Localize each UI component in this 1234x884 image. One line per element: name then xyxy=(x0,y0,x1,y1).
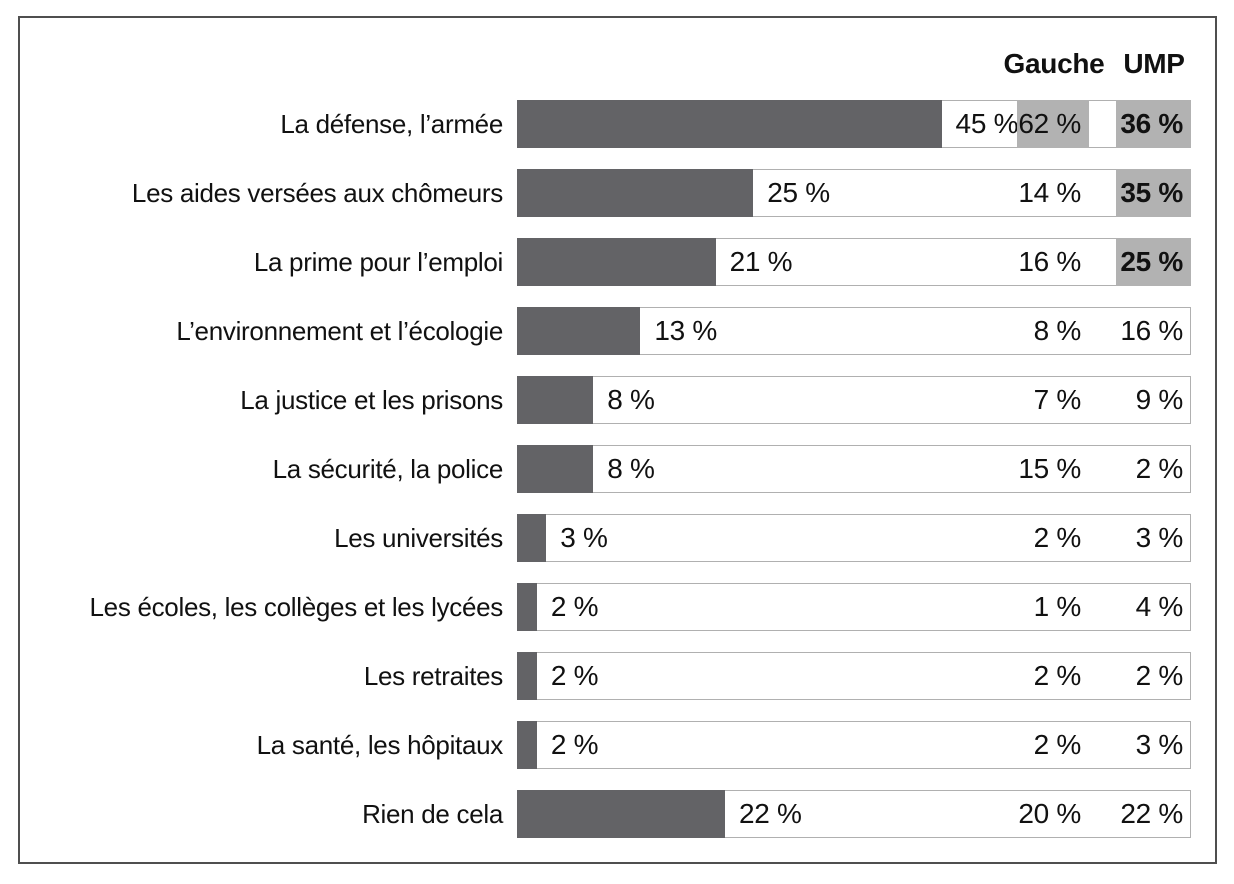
category-label: Les aides versées aux chômeurs xyxy=(131,178,503,208)
gauche-value-cell: 8 % xyxy=(1033,315,1082,346)
ump-value-cell: 9 % xyxy=(1135,384,1184,415)
total-bar xyxy=(517,652,537,700)
header-area: Gauche UMP xyxy=(517,44,1191,78)
gauche-value-cell: 16 % xyxy=(1018,246,1081,277)
category-label: Les retraites xyxy=(363,661,503,691)
ump-value-cell: 3 % xyxy=(1135,729,1184,760)
gauche-value-cell: 1 % xyxy=(1033,591,1082,622)
total-value-label: 13 % xyxy=(654,315,717,346)
chart-row: Les écoles, les collèges et les lycées 2 … xyxy=(20,583,1191,631)
bar-track: 22 % 20 % 22 % xyxy=(517,790,1191,838)
chart-row: La sécurité, la police 8 % 15 % 2 % xyxy=(20,445,1191,493)
chart-row: Les retraites 2 % 2 % 2 % xyxy=(20,652,1191,700)
gauche-value-cell: 7 % xyxy=(1033,384,1082,415)
category-label: La sécurité, la police xyxy=(272,454,504,484)
bar-track: 25 % 14 % 35 % xyxy=(517,169,1191,217)
column-header-gauche: Gauche xyxy=(1003,47,1105,79)
ump-value-cell: 2 % xyxy=(1135,660,1184,691)
bar-track: 45 % 62 % 36 % xyxy=(517,100,1191,148)
gauche-value-cell: 2 % xyxy=(1033,660,1082,691)
total-value-label: 21 % xyxy=(729,246,793,277)
ump-value-cell: 25 % xyxy=(1116,238,1191,286)
total-value-label: 2 % xyxy=(550,729,599,760)
category-label: La santé, les hôpitaux xyxy=(256,730,504,760)
total-value-label: 25 % xyxy=(767,177,830,208)
bar-track: 8 % 15 % 2 % xyxy=(517,445,1191,493)
total-bar xyxy=(517,376,594,424)
ump-value-cell: 36 % xyxy=(1116,100,1191,148)
gauche-value-cell: 2 % xyxy=(1033,522,1082,553)
total-value-label: 2 % xyxy=(550,591,599,622)
ump-value-cell: 2 % xyxy=(1135,453,1184,484)
category-label: Rien de cela xyxy=(362,799,503,829)
column-headers: Gauche UMP xyxy=(20,44,1215,78)
chart-row: La santé, les hôpitaux 2 % 2 % 3 % xyxy=(20,721,1191,769)
bar-track: 13 % 8 % 16 % xyxy=(517,307,1191,355)
total-value-label: 45 % xyxy=(955,108,1019,139)
category-label: La prime pour l’emploi xyxy=(253,247,503,277)
ump-value-cell: 3 % xyxy=(1135,522,1184,553)
category-label: La justice et les prisons xyxy=(240,385,503,415)
chart-row: L’environnement et l’écologie 13 % 8 % 16 % xyxy=(20,307,1191,355)
column-header-ump: UMP xyxy=(1123,47,1185,79)
total-value-label: 8 % xyxy=(607,384,655,415)
bar-track: 8 % 7 % 9 % xyxy=(517,376,1191,424)
category-label: Les écoles, les collèges et les lycées xyxy=(89,592,504,622)
chart-row: Les universités 3 % 2 % 3 % xyxy=(20,514,1191,562)
chart-row: La prime pour l’emploi 21 % 16 % 25 % xyxy=(20,238,1191,286)
ump-value-cell: 16 % xyxy=(1120,315,1183,346)
bar-track: 3 % 2 % 3 % xyxy=(517,514,1191,562)
total-bar xyxy=(517,445,594,493)
bar-track: 2 % 2 % 2 % xyxy=(517,652,1191,700)
total-bar xyxy=(517,100,942,148)
gauche-value-cell: 15 % xyxy=(1018,453,1081,484)
bar-track: 2 % 1 % 4 % xyxy=(517,583,1191,631)
total-value-label: 2 % xyxy=(550,660,599,691)
chart-frame: Gauche UMP La défense, l’armée 45 % 62 % 36… xyxy=(18,16,1217,864)
gauche-value-cell: 62 % xyxy=(1017,100,1089,148)
gauche-value-cell: 14 % xyxy=(1018,177,1081,208)
total-bar xyxy=(517,583,537,631)
total-bar xyxy=(517,514,547,562)
ump-value-cell: 35 % xyxy=(1116,169,1191,217)
total-bar xyxy=(517,721,537,769)
chart-row: La défense, l’armée 45 % 62 % 36 % xyxy=(20,100,1191,148)
total-bar xyxy=(517,307,641,355)
chart-row: Les aides versées aux chômeurs 25 % 14 % 35… xyxy=(20,169,1191,217)
chart-row: Rien de cela 22 % 20 % 22 % xyxy=(20,790,1191,838)
total-value-label: 22 % xyxy=(739,798,802,829)
category-label: Les universités xyxy=(334,523,503,553)
gauche-value-cell: 20 % xyxy=(1018,798,1081,829)
category-label: L’environnement et l’écologie xyxy=(176,316,503,346)
chart-row: La justice et les prisons 8 % 7 % 9 % xyxy=(20,376,1191,424)
total-bar xyxy=(517,238,716,286)
ump-value-cell: 4 % xyxy=(1135,591,1184,622)
total-bar xyxy=(517,169,754,217)
bar-track: 21 % 16 % 25 % xyxy=(517,238,1191,286)
total-value-label: 3 % xyxy=(560,522,608,553)
bar-track: 2 % 2 % 3 % xyxy=(517,721,1191,769)
total-value-label: 8 % xyxy=(607,453,655,484)
gauche-value-cell: 2 % xyxy=(1033,729,1082,760)
bar-rows-container: La défense, l’armée 45 % 62 % 36 % Les aides… xyxy=(20,100,1215,838)
ump-value-cell: 22 % xyxy=(1120,798,1183,829)
category-label: La défense, l’armée xyxy=(280,109,503,139)
total-bar xyxy=(517,790,726,838)
label-column-spacer xyxy=(20,44,517,78)
